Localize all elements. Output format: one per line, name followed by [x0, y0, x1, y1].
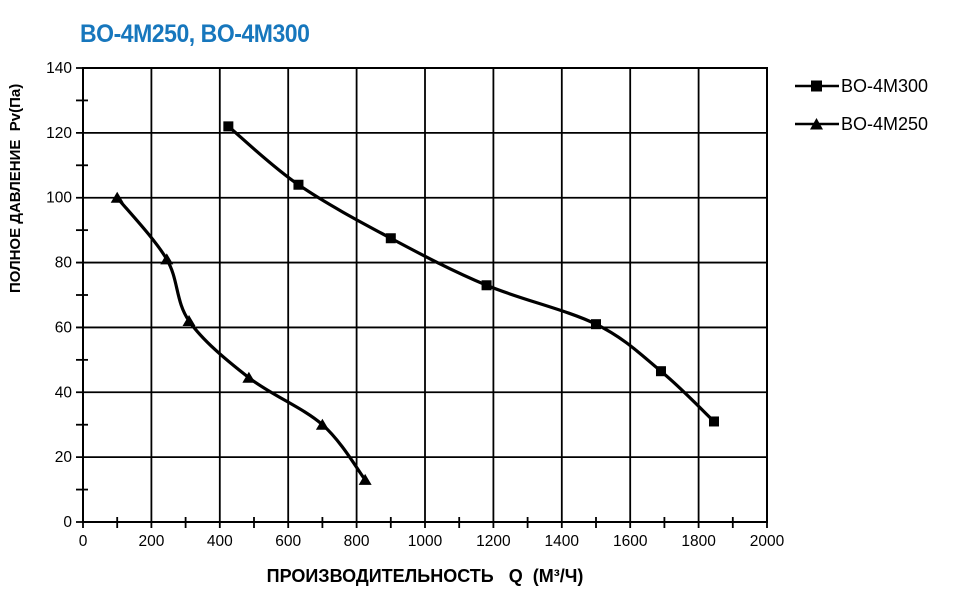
y-tick-label: 100	[46, 190, 72, 207]
legend-item-bo-4m250: BO-4M250	[794, 113, 928, 135]
marker-square	[293, 179, 304, 190]
legend: BO-4M300 BO-4M250	[794, 75, 928, 151]
y-tick-label: 20	[55, 449, 73, 466]
y-tick-label: 140	[46, 60, 72, 77]
x-tick-label: 1000	[408, 533, 443, 550]
x-axis-label: ПРОИЗВОДИТЕЛЬНОСТЬ Q (М³/Ч)	[266, 566, 584, 586]
marker-triangle	[110, 191, 124, 203]
legend-triangle-marker-icon	[795, 118, 839, 130]
curve-bo-4m250	[115, 196, 367, 482]
legend-item-bo-4m300: BO-4M300	[794, 75, 928, 97]
x-tick-label: 0	[79, 533, 88, 550]
curve-bo-4m300	[226, 124, 716, 424]
marker-square	[708, 416, 719, 427]
x-tick-label: 1600	[613, 533, 648, 550]
y-tick-label: 120	[46, 125, 72, 142]
x-tick-label: 2000	[750, 533, 785, 550]
marker-triangle	[358, 473, 372, 485]
y-tick-label: 60	[55, 319, 73, 336]
x-tick-label: 1200	[476, 533, 511, 550]
marker-triangle	[315, 418, 329, 430]
marker-square	[385, 233, 396, 244]
y-tick-label: 80	[55, 255, 73, 272]
legend-label: BO-4M250	[841, 113, 929, 134]
x-tick-label: 600	[275, 533, 301, 550]
marker-square	[481, 280, 492, 291]
x-tick-label: 1800	[681, 533, 716, 550]
x-tick-label: 800	[344, 533, 370, 550]
x-tick-label: 200	[138, 533, 164, 550]
marker-triangle	[182, 314, 196, 326]
y-axis-label: ПОЛНОЕ ДАВЛЕНИЕ Pv(Па)	[7, 83, 24, 293]
marker-square	[591, 319, 601, 330]
marker-square	[223, 121, 234, 132]
marker-square	[655, 366, 666, 377]
y-tick-label: 40	[55, 384, 73, 401]
legend-label: BO-4M300	[841, 75, 929, 96]
marker-triangle	[242, 371, 256, 383]
legend-square-marker-icon	[795, 80, 839, 92]
plot-border	[82, 67, 768, 523]
x-tick-label: 400	[207, 533, 233, 550]
y-tick-label: 0	[63, 514, 72, 531]
marker-triangle	[160, 253, 174, 265]
x-tick-label: 1400	[545, 533, 580, 550]
chart-title: BO-4M250, BO-4M300	[80, 20, 310, 48]
